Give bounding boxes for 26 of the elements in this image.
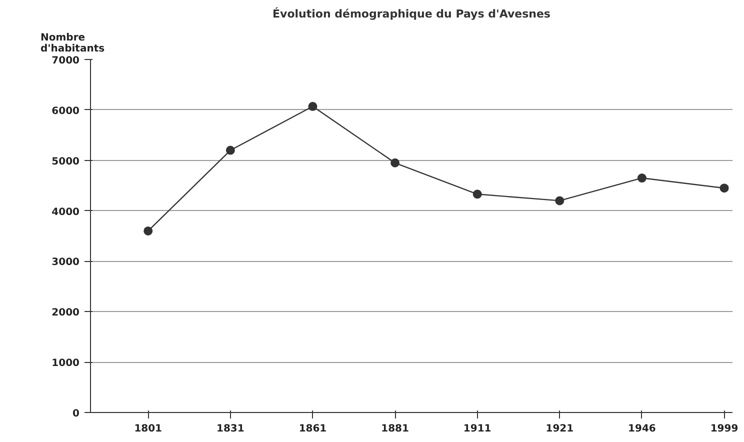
point — [226, 146, 235, 155]
point — [720, 184, 729, 193]
x-tick-label: 1881 — [381, 424, 409, 434]
y-tick-label: 3000 — [52, 257, 80, 268]
y-tick-label: 5000 — [52, 156, 80, 168]
x-tick-label: 1831 — [216, 424, 244, 434]
point — [390, 158, 400, 168]
y-tick-label: 4000 — [52, 206, 80, 218]
x-tick-label: 1911 — [463, 424, 492, 434]
point — [555, 196, 564, 206]
y-tick-label: 6000 — [52, 106, 80, 117]
x-tick-label: 1861 — [298, 424, 327, 434]
y-tick-label: 0 — [72, 408, 80, 420]
x-tick-label: 1999 — [710, 424, 738, 434]
x-tick-label: 1921 — [546, 424, 574, 434]
point — [472, 190, 482, 199]
x-tick-label: 1946 — [628, 424, 656, 434]
point — [637, 174, 646, 182]
point — [308, 102, 318, 111]
y-tick-label: 7000 — [52, 56, 80, 66]
y-axis-title: Nombre d'habitants — [40, 32, 105, 54]
y-tick-label: 1000 — [52, 358, 80, 370]
x-tick-label: 1801 — [134, 424, 162, 434]
y-tick-label: 2000 — [52, 308, 80, 319]
point — [144, 226, 153, 236]
chart-title: Évolution démographique du Pays d'Avesnes — [272, 6, 551, 20]
